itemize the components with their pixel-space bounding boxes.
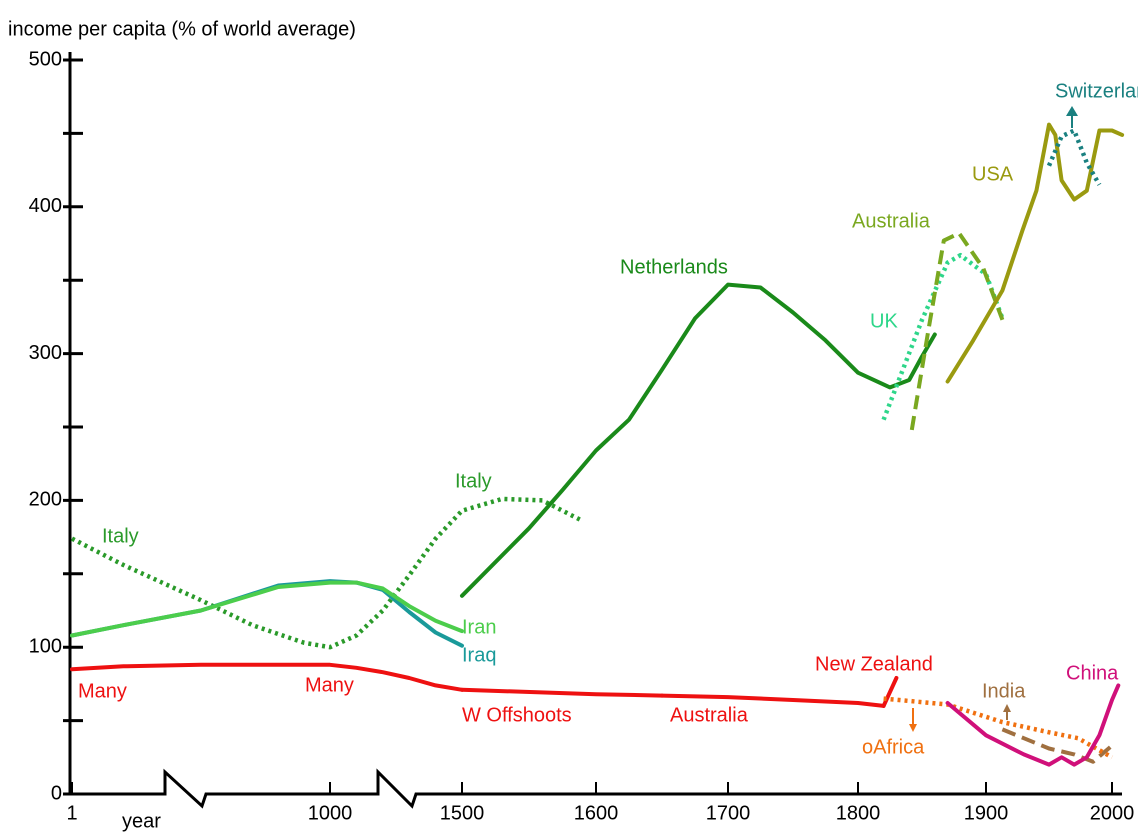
x-tick-label: 1800 bbox=[836, 802, 881, 824]
y-tick-label: 200 bbox=[29, 489, 62, 511]
series-line bbox=[883, 696, 1114, 760]
series-line bbox=[909, 231, 1005, 431]
x-tick-label: 1500 bbox=[440, 802, 485, 824]
series-label: Italy bbox=[455, 470, 492, 492]
x-tick-label: 1600 bbox=[574, 802, 619, 824]
series-label: Italy bbox=[102, 525, 139, 547]
series-label: Netherlands bbox=[620, 256, 728, 278]
series-label: New Zealand bbox=[815, 653, 933, 675]
series-line bbox=[945, 683, 1121, 767]
series-line bbox=[460, 282, 937, 598]
y-tick-label: 400 bbox=[29, 195, 62, 217]
series-label: USA bbox=[972, 163, 1014, 185]
arrow-head bbox=[1066, 106, 1078, 116]
series-line bbox=[945, 122, 1125, 384]
y-tick-label: 0 bbox=[51, 782, 62, 804]
series-line bbox=[460, 687, 664, 698]
series-label: India bbox=[982, 680, 1026, 702]
x-axis bbox=[70, 768, 1122, 809]
x-tick-label: 1900 bbox=[964, 802, 1009, 824]
series-label: Many bbox=[78, 680, 127, 702]
series-label: oAfrica bbox=[862, 736, 925, 758]
series-line bbox=[660, 693, 886, 708]
series-label: Australia bbox=[852, 210, 931, 232]
x-tick-label: 1 bbox=[66, 802, 77, 824]
series-line bbox=[1046, 128, 1102, 186]
x-tick-label: 1700 bbox=[706, 802, 751, 824]
series-label: Iraq bbox=[462, 644, 496, 666]
y-tick-label: 100 bbox=[29, 635, 62, 657]
series-label: Switzerland bbox=[1055, 80, 1138, 102]
series-label: Many bbox=[305, 674, 354, 696]
series-label: Iran bbox=[462, 616, 496, 638]
series-line bbox=[70, 496, 584, 650]
y-tick-label: 300 bbox=[29, 342, 62, 364]
series-line bbox=[70, 662, 464, 692]
series-label: W Offshoots bbox=[462, 704, 572, 726]
y-axis-title: income per capita (% of world average) bbox=[8, 18, 356, 40]
series-line bbox=[1001, 727, 1114, 764]
series-label: UK bbox=[870, 310, 898, 332]
arrow-head bbox=[1003, 704, 1011, 712]
x-tick-label: 2000 bbox=[1090, 802, 1135, 824]
x-axis-title: year bbox=[122, 810, 161, 832]
arrow-head bbox=[909, 724, 917, 732]
series-line bbox=[881, 676, 899, 708]
series-line bbox=[881, 252, 1005, 421]
arrows bbox=[909, 106, 1078, 732]
x-tick-label: 1000 bbox=[308, 802, 353, 824]
series-line bbox=[70, 580, 464, 638]
y-tick-label: 500 bbox=[29, 48, 62, 70]
series-label: China bbox=[1066, 662, 1119, 684]
series-label: Australia bbox=[670, 704, 749, 726]
